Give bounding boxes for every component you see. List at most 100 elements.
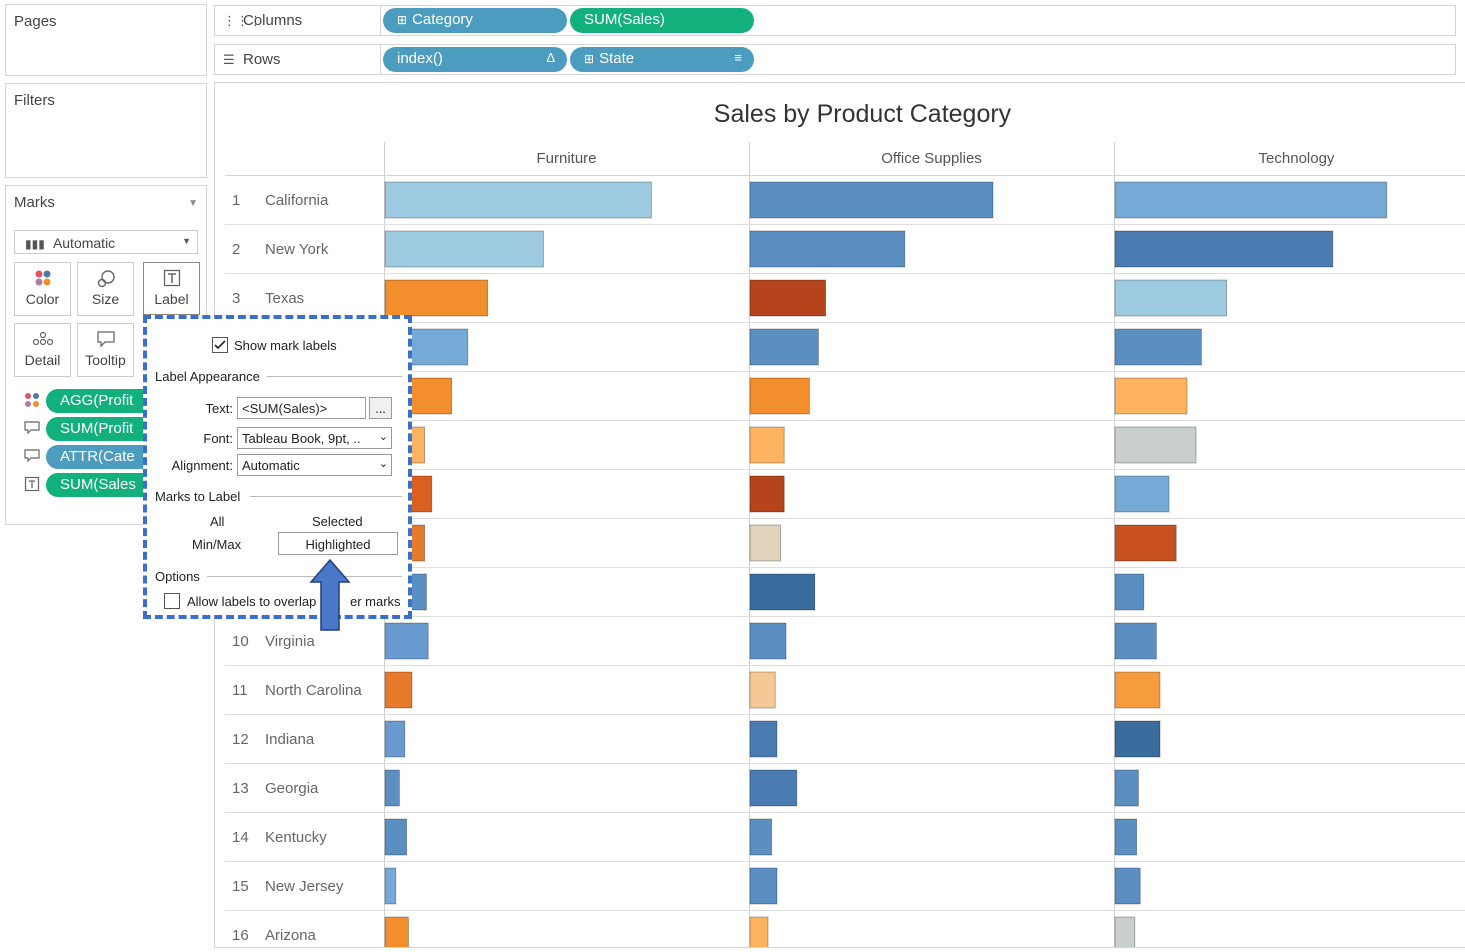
- detail-icon: [15, 330, 70, 352]
- marks-pill-text: SUM(Profit: [60, 420, 134, 437]
- columns-icon: ⋮⋮⋮: [223, 13, 262, 28]
- marks-pill-attr-category[interactable]: ATTR(Cate: [46, 445, 156, 469]
- row-state-label: North Carolina: [265, 682, 362, 699]
- option-highlighted-text: Highlighted: [305, 537, 371, 552]
- label-button-label: Label: [154, 291, 189, 307]
- label-icon: [144, 269, 199, 291]
- rows-label-text: Rows: [243, 51, 281, 68]
- pill-category[interactable]: ⊞ Category: [383, 8, 567, 33]
- bar: [749, 867, 778, 905]
- show-mark-labels-text: Show mark labels: [234, 338, 337, 353]
- bar: [1114, 279, 1227, 317]
- filters-card[interactable]: Filters: [5, 83, 207, 178]
- bar: [1114, 671, 1161, 709]
- ellipsis-text: ...: [375, 401, 386, 416]
- allow-overlap-checkbox[interactable]: [164, 593, 180, 609]
- color-dots-icon: [15, 269, 70, 291]
- sort-icon: ≡: [734, 50, 742, 65]
- bar: [384, 720, 406, 758]
- row-state-label: New Jersey: [265, 878, 344, 895]
- marks-pill-sum-sales[interactable]: SUM(Sales: [46, 473, 156, 497]
- bar: [1114, 426, 1197, 464]
- detail-button[interactable]: Detail: [14, 323, 71, 377]
- size-icon: [78, 269, 133, 291]
- font-dropdown-value: Tableau Book, 9pt, ..: [242, 431, 361, 446]
- row-index: 10: [232, 633, 249, 650]
- chevron-down-icon: ⌄: [378, 458, 388, 470]
- bar: [749, 475, 785, 513]
- marks-to-label-header: Marks to Label: [155, 489, 241, 504]
- pill-state-text: State: [599, 50, 635, 67]
- row-state-label: Kentucky: [265, 829, 327, 846]
- bar: [1114, 720, 1161, 758]
- alignment-dropdown[interactable]: Automatic ⌄: [237, 454, 392, 476]
- pill-sum-sales[interactable]: SUM(Sales): [570, 8, 754, 33]
- chevron-down-icon: ⌄: [376, 430, 388, 443]
- label-button[interactable]: Label: [143, 262, 200, 315]
- expand-icon: ⊞: [584, 52, 595, 66]
- pill-state[interactable]: ⊞ State ≡: [570, 47, 754, 72]
- row-index: 11: [232, 682, 248, 699]
- columns-shelf[interactable]: ⋮⋮⋮Columns ⊞ Category SUM(Sales): [214, 5, 1456, 36]
- divider: [267, 376, 402, 377]
- pill-index-text: index(): [397, 50, 443, 67]
- text-ellipsis-button[interactable]: ...: [369, 397, 392, 419]
- tooltip-button-label: Tooltip: [85, 352, 126, 368]
- bar: [749, 181, 994, 219]
- row-index: 15: [232, 878, 249, 895]
- bar: [384, 769, 400, 807]
- bar: [749, 377, 810, 415]
- font-dropdown[interactable]: Tableau Book, 9pt, .. ⌄: [237, 427, 392, 449]
- font-label: Font:: [203, 431, 233, 446]
- text-field-value: <SUM(Sales)>: [242, 401, 328, 416]
- highlight-arrow: [309, 558, 351, 631]
- tooltip-button[interactable]: Tooltip: [77, 323, 134, 377]
- bar: [1114, 328, 1202, 366]
- rows-shelf[interactable]: ☰ Rows index() Δ ⊞ State ≡: [214, 44, 1456, 75]
- mark-type-dropdown[interactable]: ▮▮▮ Automatic ▼: [14, 230, 198, 254]
- option-all[interactable]: All: [210, 514, 225, 529]
- chart-view: Sales by Product Category Furniture Offi…: [214, 82, 1465, 948]
- marks-title: Marks: [14, 194, 55, 211]
- bar: [1114, 475, 1170, 513]
- columns-label-text: Columns: [243, 12, 303, 29]
- rows-shelf-label: ☰ Rows: [215, 45, 381, 74]
- bar: [749, 720, 778, 758]
- bar: [1114, 230, 1334, 268]
- row-state-label: Georgia: [265, 780, 319, 797]
- pages-card[interactable]: Pages: [5, 4, 207, 76]
- bar: [1114, 818, 1138, 856]
- options-header: Options: [155, 569, 200, 584]
- bar: [1114, 524, 1177, 562]
- bar: [384, 622, 429, 660]
- bar: [1114, 377, 1188, 415]
- option-selected[interactable]: Selected: [312, 514, 363, 529]
- size-button-label: Size: [91, 291, 120, 307]
- marks-pill-agg-profit[interactable]: AGG(Profit: [46, 389, 156, 413]
- alignment-dropdown-value: Automatic: [242, 458, 300, 473]
- bar: [1114, 573, 1145, 611]
- show-mark-labels-checkbox[interactable]: [212, 337, 228, 353]
- pill-index[interactable]: index() Δ: [383, 47, 567, 72]
- bar: [749, 524, 782, 562]
- row-index: 12: [232, 731, 249, 748]
- row-state-label: Virginia: [265, 633, 315, 650]
- bar: [1114, 916, 1136, 947]
- option-highlighted[interactable]: Highlighted: [278, 532, 398, 555]
- allow-overlap-text-left: Allow labels to overlap: [187, 594, 317, 609]
- marks-card-menu-icon[interactable]: ▼: [188, 198, 198, 209]
- text-label: Text:: [205, 401, 233, 416]
- bar: [749, 279, 826, 317]
- option-minmax[interactable]: Min/Max: [192, 537, 242, 552]
- size-button[interactable]: Size: [77, 262, 134, 316]
- rows-icon: ☰: [223, 52, 235, 67]
- bar: [749, 230, 906, 268]
- color-button[interactable]: Color: [14, 262, 71, 316]
- bar: [384, 818, 408, 856]
- row-index: 16: [232, 927, 249, 944]
- text-field[interactable]: <SUM(Sales)>: [237, 397, 366, 419]
- tooltip-icon: [78, 330, 133, 352]
- bar: [749, 916, 769, 947]
- marks-pill-sum-profit[interactable]: SUM(Profit: [46, 417, 156, 441]
